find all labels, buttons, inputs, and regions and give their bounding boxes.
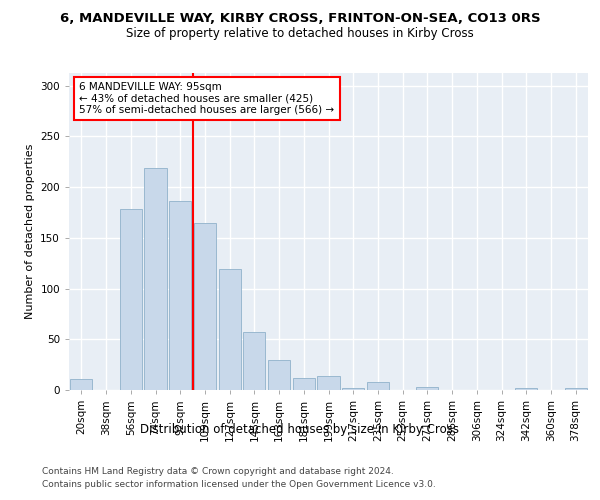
Text: Size of property relative to detached houses in Kirby Cross: Size of property relative to detached ho… [126,28,474,40]
Text: 6, MANDEVILLE WAY, KIRBY CROSS, FRINTON-ON-SEA, CO13 0RS: 6, MANDEVILLE WAY, KIRBY CROSS, FRINTON-… [59,12,541,26]
Bar [565,388,587,390]
Text: Distribution of detached houses by size in Kirby Cross: Distribution of detached houses by size … [140,422,460,436]
Bar [342,388,364,390]
Bar [268,360,290,390]
Bar [243,332,265,390]
Bar [515,388,538,390]
Bar [367,382,389,390]
Bar [145,168,167,390]
Text: Contains public sector information licensed under the Open Government Licence v3: Contains public sector information licen… [42,480,436,489]
Y-axis label: Number of detached properties: Number of detached properties [25,144,35,319]
Text: Contains HM Land Registry data © Crown copyright and database right 2024.: Contains HM Land Registry data © Crown c… [42,468,394,476]
Bar [70,379,92,390]
Bar [218,270,241,390]
Bar [169,202,191,390]
Bar [293,378,315,390]
Text: 6 MANDEVILLE WAY: 95sqm
← 43% of detached houses are smaller (425)
57% of semi-d: 6 MANDEVILLE WAY: 95sqm ← 43% of detache… [79,82,335,115]
Bar [416,387,439,390]
Bar [194,222,216,390]
Bar [119,210,142,390]
Bar [317,376,340,390]
